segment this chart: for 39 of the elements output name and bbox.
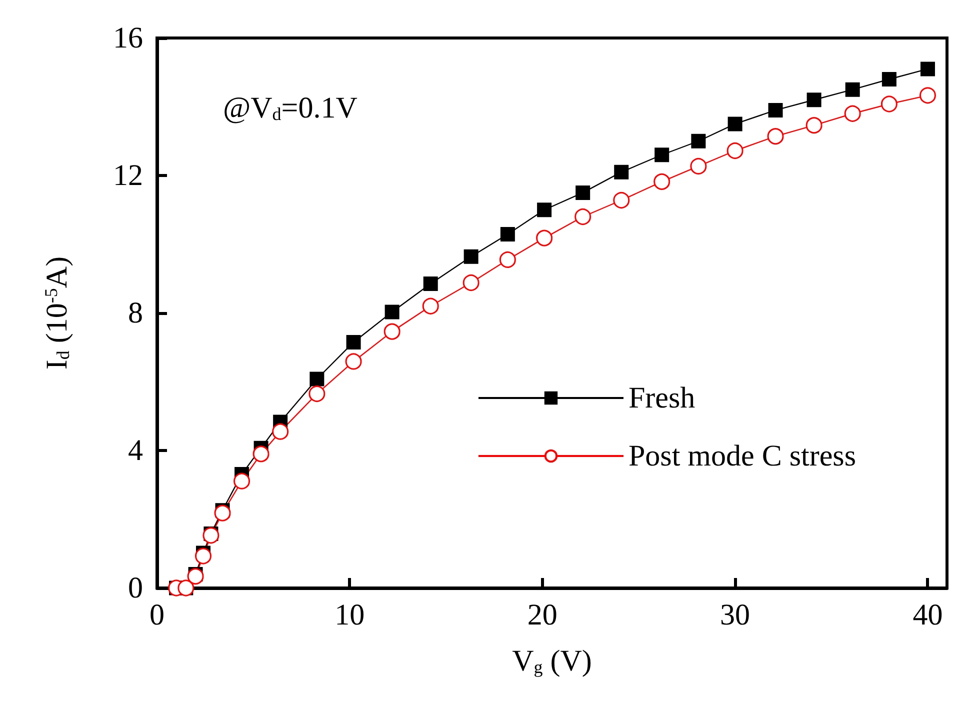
x-tick-label: 20 <box>527 598 558 632</box>
x-tick-label: 40 <box>912 598 943 632</box>
x-tick-label: 10 <box>334 598 365 632</box>
point <box>614 164 629 180</box>
point <box>384 304 400 320</box>
point <box>728 116 742 132</box>
y-tick-label: 12 <box>113 159 143 192</box>
point <box>537 202 552 218</box>
point <box>187 568 204 585</box>
point <box>234 472 250 490</box>
point <box>845 82 860 97</box>
annotation: @Vd=0.1V <box>223 92 358 124</box>
y-tick-label: 8 <box>128 296 143 330</box>
x-tick-label: 30 <box>720 598 750 632</box>
point <box>464 249 478 264</box>
legend-label: Post mode C stress <box>628 440 856 472</box>
point <box>920 62 935 76</box>
y-tick-label: 16 <box>113 22 143 54</box>
legend-label: Fresh <box>628 382 696 414</box>
point <box>768 102 783 118</box>
point <box>423 276 438 292</box>
point <box>806 92 822 108</box>
point <box>202 527 220 544</box>
point <box>195 548 212 564</box>
y-axis-title: Id (10-5A) <box>40 256 74 370</box>
point <box>654 148 670 162</box>
point <box>576 185 590 200</box>
point <box>310 372 324 386</box>
point <box>500 227 515 242</box>
point <box>214 504 231 522</box>
x-axis-title: Vg (V) <box>512 644 592 678</box>
point <box>882 72 896 86</box>
y-tick-label: 4 <box>128 434 143 467</box>
point <box>691 134 706 148</box>
x-tick-label: 0 <box>150 598 164 632</box>
point <box>272 423 289 440</box>
y-tick-label: 0 <box>128 572 143 604</box>
point <box>346 334 361 350</box>
point <box>252 446 270 462</box>
